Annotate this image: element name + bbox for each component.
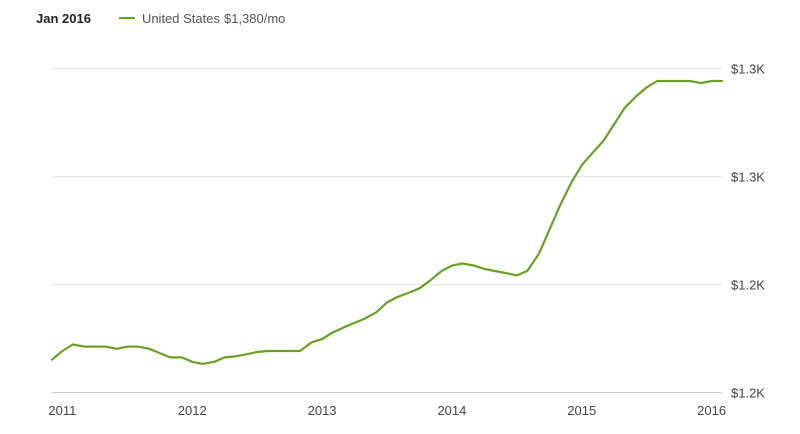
y-tick-label: $1.2K	[731, 278, 765, 293]
series-layer	[50, 79, 724, 365]
legend[interactable]: United States $1,380/mo	[118, 10, 286, 26]
legend-swatch	[118, 17, 135, 19]
x-tick-label: 2011	[48, 403, 76, 418]
y-tick-label: $1.3K	[731, 170, 765, 185]
legend-value: $1,380/mo	[223, 10, 286, 26]
grid-lines	[52, 68, 722, 285]
x-tick-label: 2015	[567, 403, 596, 418]
x-tick-labels: 2011 2012 2013 2014 2015 2016	[48, 403, 726, 418]
y-tick-labels: $1.2K $1.2K $1.3K $1.3K	[731, 62, 765, 401]
x-tick-label: 2016	[697, 403, 726, 418]
series-line-united-states[interactable]	[50, 79, 724, 365]
legend-label: United States	[141, 10, 220, 26]
chart-header: Jan 2016 United States $1,380/mo	[36, 8, 285, 28]
y-tick-label: $1.2K	[731, 386, 765, 401]
y-tick-label: $1.3K	[731, 62, 765, 77]
period-label: Jan 2016	[36, 10, 91, 26]
x-tick-label: 2012	[178, 403, 207, 418]
x-tick-label: 2014	[437, 403, 466, 418]
x-tick-label: 2013	[308, 403, 337, 418]
